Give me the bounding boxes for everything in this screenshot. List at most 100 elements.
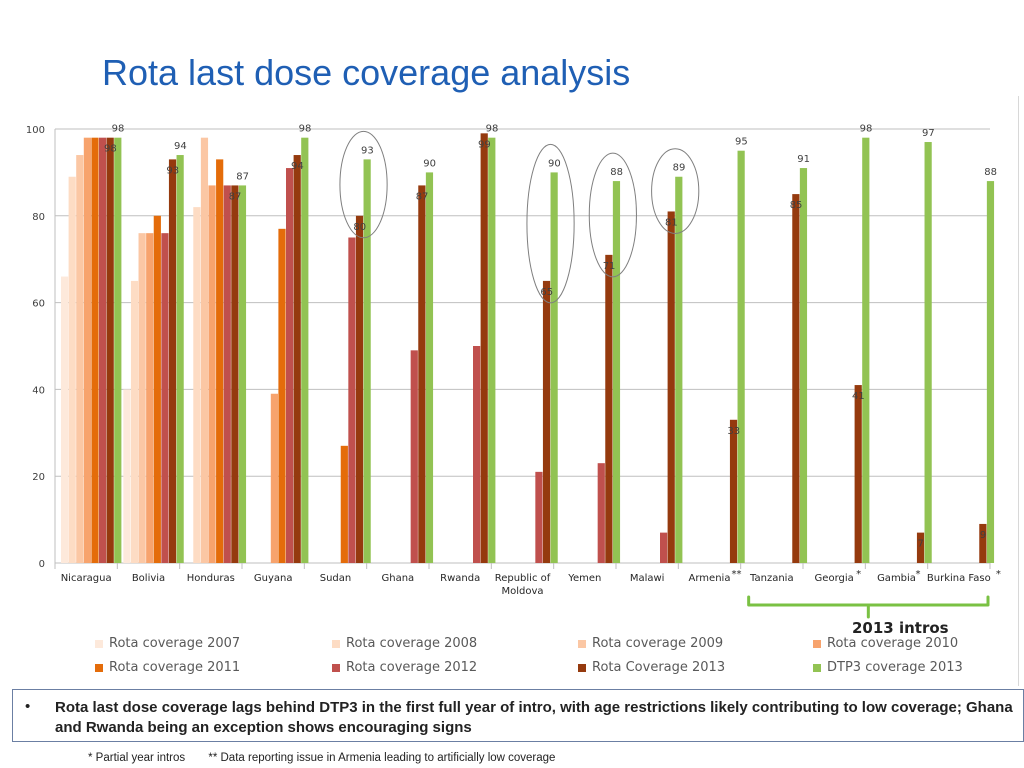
bar (986, 181, 995, 563)
bar (286, 168, 294, 563)
bracket-label: 2013 intros (852, 619, 949, 637)
legend-item: Rota coverage 2011 (95, 660, 240, 675)
category-label: Moldova (501, 586, 543, 597)
bar (76, 155, 84, 564)
bar (106, 137, 114, 563)
bar (193, 207, 201, 563)
legend-swatch (95, 663, 103, 672)
data-label: 7 (918, 539, 924, 550)
bullet-text: Rota last dose coverage lags behind DTP3… (55, 699, 1013, 736)
right-divider (1018, 96, 1019, 686)
category-label: Guyana (254, 573, 293, 584)
data-label: 89 (673, 163, 686, 174)
data-label: 98 (104, 144, 117, 155)
bar (488, 137, 496, 563)
legend-item: Rota coverage 2009 (578, 636, 723, 651)
category-label: Republic of (495, 573, 551, 584)
category-label: Bolivia (132, 573, 165, 584)
category-footnote-mark: * (856, 569, 861, 580)
bar (355, 215, 364, 564)
bar (146, 233, 154, 563)
legend-label: Rota coverage 2010 (827, 636, 959, 651)
legend-label: Rota coverage 2007 (109, 636, 241, 651)
bar (223, 185, 231, 564)
data-label: 93 (361, 145, 374, 156)
data-label: 95 (735, 137, 748, 148)
bar (161, 233, 169, 563)
data-label: 98 (299, 124, 312, 135)
slide-title: Rota last dose coverage analysis (102, 52, 631, 93)
bar (138, 233, 146, 563)
y-tick-label: 40 (32, 385, 45, 396)
data-label: 98 (860, 124, 873, 135)
legend-item: Rota coverage 2007 (95, 636, 240, 651)
legend-label: Rota coverage 2009 (592, 636, 724, 651)
bar (425, 172, 434, 563)
category-label: Burkina Faso (927, 573, 991, 584)
bar (612, 181, 621, 563)
data-label: 81 (665, 217, 678, 228)
bar (168, 159, 177, 563)
legend-swatch (813, 639, 821, 648)
footnote-partial-year: * Partial year intros (88, 752, 186, 764)
bar (208, 185, 216, 564)
data-label: 91 (797, 154, 810, 165)
y-tick-label: 100 (26, 125, 45, 136)
bar (535, 471, 543, 563)
legend-label: DTP3 coverage 2013 (827, 660, 963, 675)
y-tick-label: 60 (32, 299, 45, 310)
category-footnote-mark: * (916, 569, 921, 580)
bar (99, 137, 107, 563)
legend-label: Rota Coverage 2013 (592, 660, 726, 675)
bar (542, 280, 551, 563)
highlight-ellipse (339, 130, 388, 239)
bar (418, 185, 426, 564)
bar (216, 159, 224, 563)
bar (278, 228, 286, 563)
category-label: Armenia (689, 573, 731, 584)
data-label: 98 (486, 124, 499, 135)
data-label: 80 (353, 222, 366, 233)
legend-item: Rota Coverage 2013 (578, 660, 725, 675)
legend-label: Rota coverage 2011 (109, 660, 241, 675)
legend-swatch (332, 639, 340, 648)
bar (550, 172, 558, 563)
bar (675, 176, 683, 564)
legend-swatch (578, 663, 586, 672)
bar (737, 150, 745, 563)
category-label: Ghana (381, 573, 414, 584)
bar (473, 346, 481, 563)
category-footnote-mark: * (996, 569, 1001, 580)
legend-item: Rota coverage 2008 (332, 636, 477, 651)
category-label: Nicaragua (61, 573, 112, 584)
data-label: 87 (236, 171, 249, 182)
category-label: Yemen (567, 573, 601, 584)
data-label: 98 (112, 124, 125, 135)
bar (792, 194, 800, 563)
legend-label: Rota coverage 2012 (346, 660, 478, 675)
bar (153, 215, 161, 564)
legend-item: Rota coverage 2012 (332, 660, 477, 675)
bar (200, 137, 209, 563)
category-label: Sudan (320, 573, 352, 584)
bar (114, 137, 122, 563)
coverage-bar-chart: 0 20 40 60 80 100 Nicaragua Bolivia Honduras Guya… (26, 124, 1001, 619)
y-tick-label: 20 (32, 472, 45, 483)
highlight-ellipse (526, 143, 575, 304)
category-footnote-mark: ** (732, 569, 742, 580)
intro-bracket (747, 595, 990, 619)
bar (410, 350, 418, 563)
data-label: 97 (922, 128, 935, 139)
data-label: 71 (603, 261, 616, 272)
bullet-marker: • (25, 698, 31, 715)
bar (83, 137, 91, 563)
data-label: 93 (166, 165, 179, 176)
bar (854, 385, 862, 563)
category-label: Malawi (630, 573, 665, 584)
bar (799, 168, 808, 563)
data-label: 87 (229, 191, 242, 202)
bar (301, 137, 309, 563)
bar (363, 159, 371, 563)
bar (348, 237, 356, 563)
category-label: Tanzania (749, 573, 794, 584)
